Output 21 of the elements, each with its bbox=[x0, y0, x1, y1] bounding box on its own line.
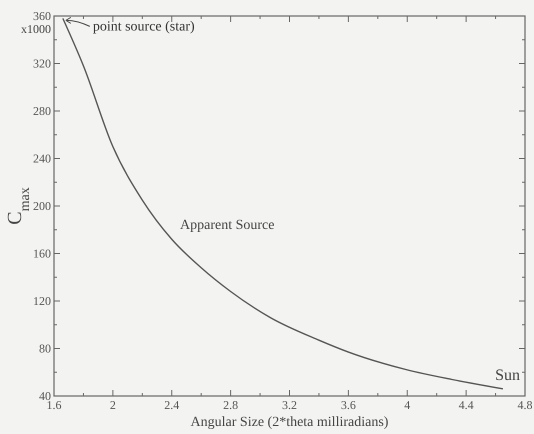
y-tick-label: 80 bbox=[39, 342, 51, 356]
y-tick-label: 240 bbox=[33, 152, 51, 166]
x-tick-label: 3.2 bbox=[282, 398, 297, 412]
x-tick-label: 4 bbox=[404, 398, 410, 412]
x-tick-label: 4.8 bbox=[518, 398, 532, 412]
y-tick-label: 360 bbox=[33, 9, 51, 23]
x-tick-label: 2.8 bbox=[223, 398, 238, 412]
y-tick-label: 120 bbox=[33, 294, 51, 308]
x-tick-label: 2.4 bbox=[164, 398, 180, 412]
x-axis-title: Angular Size (2*theta milliradians) bbox=[190, 415, 389, 430]
y-tick-label: 160 bbox=[33, 246, 51, 260]
annotation: point source (star) bbox=[92, 19, 196, 34]
x-tick-label: 3.6 bbox=[340, 398, 356, 412]
annotation: Apparent Source bbox=[180, 218, 274, 233]
x-tick-label: 4.4 bbox=[458, 398, 474, 412]
y-tick-label: 280 bbox=[33, 104, 51, 118]
y-tick-label: 320 bbox=[33, 56, 51, 70]
annotation: Sun bbox=[495, 367, 520, 384]
y-tick-label: 200 bbox=[33, 199, 51, 213]
text: x1000 bbox=[21, 22, 51, 36]
x-tick-label: 2 bbox=[110, 398, 116, 412]
